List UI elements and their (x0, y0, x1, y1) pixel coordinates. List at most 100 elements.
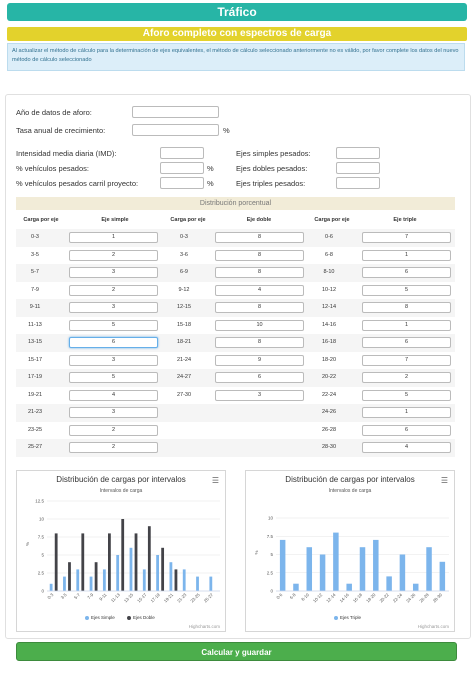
vp-input[interactable] (160, 162, 204, 174)
percentage-input[interactable]: 5 (362, 284, 451, 296)
percentage-input[interactable]: 2 (362, 372, 451, 383)
load-range-label: 0-3 (31, 234, 39, 240)
percentage-input[interactable]: 8 (215, 249, 304, 261)
ejd-input[interactable] (336, 162, 380, 174)
bar-ejes-triple[interactable] (386, 576, 392, 591)
percentage-input[interactable]: 5 (69, 319, 158, 331)
legend-doble-label: Ejes Doble (133, 615, 155, 620)
percentage-input[interactable]: 2 (69, 442, 158, 453)
bar-ejes-triple[interactable] (333, 532, 339, 591)
bar-ejes-triple[interactable] (279, 539, 286, 591)
bar-ejes-simple[interactable] (63, 576, 66, 591)
chart-credit[interactable]: Highcharts.com (417, 624, 449, 629)
bar-ejes-triple[interactable] (346, 583, 352, 591)
bar-ejes-triple[interactable] (306, 547, 313, 591)
legend-item-triple[interactable]: Ejes Triple (334, 615, 361, 620)
legend-item-simple[interactable]: Ejes Simple (85, 615, 115, 620)
percentage-input[interactable]: 6 (215, 372, 304, 383)
percentage-input[interactable]: 3 (69, 354, 158, 366)
percentage-input[interactable]: 3 (69, 302, 158, 313)
percentage-input[interactable]: 1 (69, 232, 158, 243)
percentage-input[interactable]: 2 (69, 249, 158, 261)
bar-ejes-doble[interactable] (147, 526, 151, 591)
percentage-input[interactable]: 7 (362, 354, 451, 366)
bar-ejes-doble[interactable] (161, 547, 165, 591)
bar-ejes-triple[interactable] (359, 547, 366, 591)
bar-ejes-doble[interactable] (134, 533, 138, 591)
bar-ejes-doble[interactable] (81, 533, 85, 591)
percentage-input[interactable]: 4 (215, 284, 304, 296)
anio-input[interactable] (132, 106, 219, 118)
bar-ejes-doble[interactable] (108, 533, 111, 591)
percentage-input[interactable]: 6 (69, 337, 158, 348)
percentage-input[interactable]: 8 (215, 302, 304, 313)
load-range-label: 5-7 (31, 269, 39, 275)
hamburger-menu-icon[interactable]: ☰ (440, 476, 448, 485)
vpc-input[interactable] (160, 177, 204, 189)
percentage-input[interactable]: 8 (215, 232, 304, 243)
percentage-input[interactable]: 3 (69, 267, 158, 278)
percentage-input[interactable]: 1 (362, 319, 451, 331)
hamburger-menu-icon[interactable]: ☰ (211, 476, 219, 485)
load-range-label: 21-23 (27, 409, 43, 415)
load-range-label: 7-9 (31, 286, 39, 293)
percentage-input[interactable]: 1 (362, 249, 451, 261)
percentage-input[interactable]: 5 (362, 389, 451, 401)
percentage-input[interactable]: 4 (69, 389, 158, 401)
load-range-label: 25-27 (27, 444, 43, 450)
bar-ejes-simple[interactable] (89, 576, 93, 591)
percentage-input[interactable]: 5 (69, 372, 158, 383)
chart-credit[interactable]: Highcharts.com (188, 624, 220, 629)
bar-ejes-triple[interactable] (293, 583, 299, 591)
bar-ejes-doble[interactable] (54, 533, 58, 591)
percentage-input[interactable]: 3 (215, 389, 304, 401)
percentage-input[interactable]: 6 (362, 267, 451, 278)
bar-ejes-simple[interactable] (156, 555, 159, 591)
bar-ejes-simple[interactable] (49, 583, 53, 591)
ejs-input[interactable] (336, 147, 380, 159)
percentage-input[interactable]: 6 (362, 424, 451, 436)
percentage-input[interactable]: 7 (362, 232, 451, 243)
bar-ejes-simple[interactable] (182, 569, 186, 591)
bar-ejes-simple[interactable] (196, 576, 199, 591)
header-carga-2: Carga por eje (170, 217, 206, 223)
percentage-input[interactable]: 6 (362, 337, 451, 348)
bar-ejes-triple[interactable] (373, 539, 379, 591)
header-eje-triple: Eje triple (393, 217, 417, 223)
percentage-input[interactable]: 4 (362, 442, 451, 453)
bar-ejes-triple[interactable] (426, 547, 432, 591)
bar-ejes-doble[interactable] (121, 519, 125, 591)
bar-ejes-doble[interactable] (94, 562, 98, 591)
percentage-input[interactable]: 8 (215, 337, 304, 348)
load-range-label: 24-26 (321, 409, 337, 415)
bar-ejes-doble[interactable] (174, 569, 178, 591)
percentage-input[interactable]: 3 (69, 407, 158, 418)
bar-ejes-simple[interactable] (102, 569, 106, 591)
bar-ejes-simple[interactable] (129, 547, 133, 591)
bar-ejes-simple[interactable] (209, 576, 213, 591)
percentage-input[interactable]: 1 (362, 407, 451, 418)
x-tick-label: 25-27 (203, 592, 215, 604)
percentage-input[interactable]: 10 (215, 319, 304, 331)
bar-ejes-triple[interactable] (319, 554, 326, 592)
load-range-label: 11-13 (28, 321, 42, 328)
load-range-label: 12-15 (176, 304, 192, 310)
bar-ejes-triple[interactable] (399, 554, 406, 592)
percentage-input[interactable]: 8 (362, 302, 451, 313)
bar-ejes-simple[interactable] (116, 555, 120, 591)
legend-item-doble[interactable]: Ejes Doble (127, 615, 155, 620)
bar-ejes-triple[interactable] (439, 561, 446, 591)
calculate-save-button[interactable]: Calcular y guardar (16, 642, 457, 661)
bar-ejes-triple[interactable] (412, 583, 419, 591)
tasa-input[interactable] (132, 124, 219, 136)
bar-ejes-simple[interactable] (142, 569, 146, 591)
bar-ejes-simple[interactable] (169, 562, 173, 591)
percentage-input[interactable]: 2 (69, 424, 158, 436)
ejt-input[interactable] (336, 177, 380, 189)
percentage-input[interactable]: 9 (215, 354, 304, 366)
imd-input[interactable] (160, 147, 204, 159)
percentage-input[interactable]: 2 (69, 284, 158, 296)
bar-ejes-simple[interactable] (76, 569, 80, 591)
bar-ejes-doble[interactable] (68, 562, 71, 591)
percentage-input[interactable]: 8 (215, 267, 304, 278)
